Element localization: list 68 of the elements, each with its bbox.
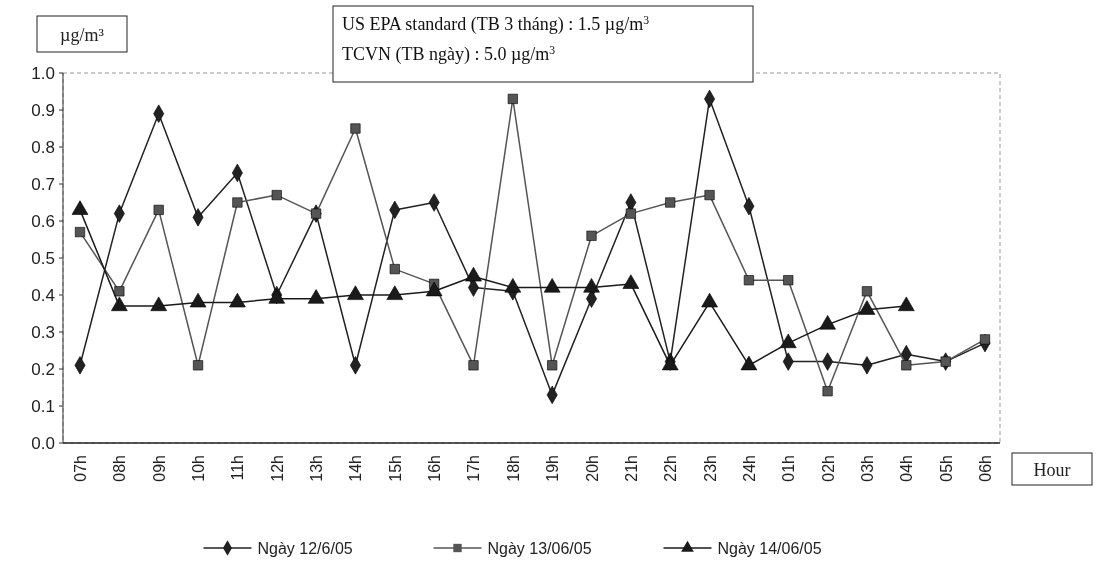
x-tick-label: 21h	[622, 455, 640, 482]
x-tick-label: 16h	[426, 455, 444, 482]
legend-label: Ngày 14/06/05	[717, 539, 822, 557]
y-tick-label: 0.1	[31, 396, 55, 416]
x-tick-label: 20h	[583, 455, 601, 482]
point	[271, 190, 282, 201]
y-tick-label: 0.7	[31, 174, 55, 194]
y-tick-label: 0.3	[31, 322, 55, 342]
x-tick-label: 09h	[150, 455, 168, 482]
point	[547, 360, 558, 371]
point	[504, 278, 522, 293]
point	[783, 275, 794, 286]
y-tick-label: 0.4	[31, 285, 55, 305]
x-tick-label: 02h	[819, 455, 837, 482]
text: US EPA standard (TB 3 tháng) : 1.5 µg/m$^{3}$	[342, 13, 650, 35]
x-tick-label: 13h	[308, 455, 326, 482]
x-tick-label: 18h	[504, 455, 522, 482]
x-tick-label: 07h	[72, 455, 89, 482]
y-tick-label: 0.0	[31, 433, 55, 453]
point	[468, 360, 479, 371]
x-tick-label: 05h	[937, 455, 955, 482]
y-tick-label: 0.6	[31, 211, 55, 231]
point	[74, 227, 86, 238]
x-tick-label: 24h	[740, 455, 758, 482]
legend-label: Ngày 12/6/05	[257, 539, 353, 557]
x-tick-label: 14h	[347, 455, 365, 482]
y-tick-label: 0.2	[31, 359, 55, 379]
point	[389, 264, 400, 275]
x-axis-title: Hour	[1033, 460, 1071, 480]
point	[153, 204, 164, 215]
point	[822, 386, 833, 397]
x-tick-label: 03h	[858, 455, 876, 482]
y-tick-label: 0.8	[31, 137, 55, 157]
x-tick-label: 15h	[386, 455, 404, 482]
x-tick-label: 01h	[780, 455, 798, 482]
point	[507, 93, 518, 104]
x-tick-label: 19h	[544, 455, 562, 482]
x-tick-label: 06h	[977, 455, 994, 482]
point	[114, 286, 125, 297]
y-tick-label: 1.0	[31, 63, 55, 83]
point	[232, 197, 243, 208]
point	[819, 315, 836, 330]
point	[704, 190, 715, 201]
point	[465, 267, 482, 282]
x-tick-label: 10h	[190, 455, 208, 482]
text: TCVN (TB ngày) : 5.0 µg/m$^{3}$	[342, 43, 556, 65]
y-tick-label: 0.9	[31, 100, 55, 120]
legend-label: Ngày 13/06/05	[487, 539, 592, 557]
x-tick-label: 22h	[662, 455, 680, 482]
x-tick-label: 23h	[701, 455, 719, 482]
y-tick-label: 0.5	[31, 248, 55, 268]
point	[861, 286, 872, 297]
point	[350, 123, 361, 134]
point	[586, 230, 597, 241]
point	[979, 334, 991, 345]
point	[583, 278, 600, 293]
point	[625, 208, 636, 219]
x-tick-label: 12h	[268, 455, 286, 482]
x-tick-label: 11h	[229, 455, 247, 481]
point	[193, 360, 204, 371]
x-tick-label: 17h	[465, 455, 483, 482]
x-tick-label: 08h	[111, 455, 129, 482]
point	[901, 360, 912, 371]
point	[543, 278, 561, 293]
y-axis-title: µg/m³	[60, 25, 105, 45]
point	[743, 275, 754, 286]
x-tick-label: 04h	[898, 455, 916, 482]
point	[665, 197, 676, 208]
